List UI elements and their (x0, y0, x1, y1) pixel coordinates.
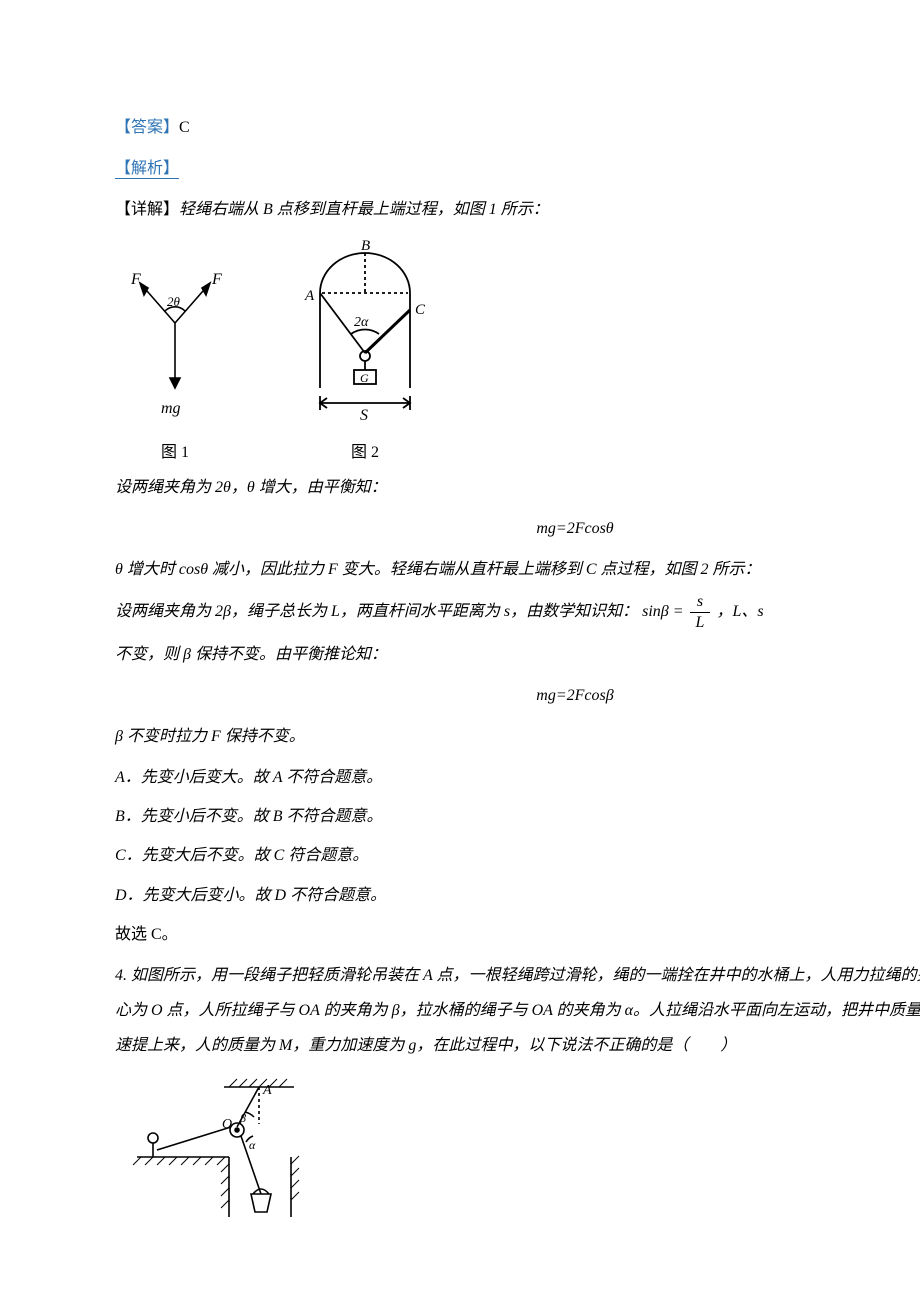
fig2-B: B (361, 238, 370, 254)
fig2-A: A (304, 288, 315, 304)
answer-label: 【答案】 (115, 119, 179, 136)
figure-2-block: B A C 2α G S 图 2 (275, 238, 455, 464)
option-D: D．先变大后变小。故 D 不符合题意。 (115, 878, 920, 913)
fig2-C: C (415, 302, 426, 318)
para-sinbeta-b: ，L、s (716, 603, 763, 620)
q4-alpha: α (249, 1138, 256, 1152)
figure-1-svg: F F 2θ mg (115, 268, 235, 438)
equation-1: mg=2Fcosθ (115, 511, 920, 546)
option-A: A．先变小后变大。故 A 不符合题意。 (115, 760, 920, 795)
fig1-F-left: F (130, 271, 141, 288)
choose-line: 故选 C。 (115, 917, 920, 952)
q4-svg: A O β α (129, 1072, 319, 1222)
fig2-G: G (360, 371, 369, 385)
figure-2-caption: 图 2 (275, 442, 455, 464)
sinbeta-lhs: sinβ = (642, 603, 683, 620)
analysis-line: 【解析】 (115, 151, 920, 186)
para-after-eq1: θ 增大时 cosθ 减小，因此拉力 F 变大。轻绳右端从直杆最上端移到 C 点… (115, 552, 920, 587)
para-sinbeta-c: 不变，则 β 保持不变。由平衡推论知： (115, 637, 920, 672)
q4-figure: A O β α (129, 1072, 920, 1222)
q4-text: 4. 如图所示，用一段绳子把轻质滑轮吊装在 A 点，一根轻绳跨过滑轮，绳的一端拴… (115, 958, 920, 1064)
q4-number: 4. (115, 967, 127, 984)
answer-line: 【答案】C (115, 110, 920, 145)
q4-body: 如图所示，用一段绳子把轻质滑轮吊装在 A 点，一根轻绳跨过滑轮，绳的一端拴在井中… (115, 967, 920, 1054)
para-sinbeta: 设两绳夹角为 2β，绳子总长为 L，两直杆间水平距离为 s，由数学知识知： si… (115, 594, 920, 631)
q4-O: O (222, 1117, 232, 1132)
sinbeta-num: s (690, 594, 711, 613)
detail-text: 轻绳右端从 B 点移到直杆最上端过程，如图 1 所示： (179, 201, 549, 218)
line-after-figures: 设两绳夹角为 2θ，θ 增大，由平衡知： (115, 470, 920, 505)
figure-2-svg: B A C 2α G S (275, 238, 455, 438)
analysis-label: 【解析】 (115, 160, 179, 179)
equation-2: mg=2Fcosβ (115, 678, 920, 713)
fig1-angle: 2θ (167, 294, 181, 309)
figure-1-block: F F 2θ mg 图 1 (115, 268, 235, 464)
beta-const-line: β 不变时拉力 F 保持不变。 (115, 719, 920, 754)
q4-beta: β (239, 1111, 246, 1125)
fig1-F-right: F (211, 271, 222, 288)
detail-line: 【详解】轻绳右端从 B 点移到直杆最上端过程，如图 1 所示： (115, 192, 920, 227)
q4-A: A (262, 1083, 272, 1098)
option-C: C．先变大后不变。故 C 符合题意。 (115, 838, 920, 873)
figure-row: F F 2θ mg 图 1 (115, 238, 920, 464)
para-sinbeta-a: 设两绳夹角为 2β，绳子总长为 L，两直杆间水平距离为 s，由数学知识知： (115, 603, 638, 620)
fig2-S: S (360, 407, 368, 424)
detail-prefix: 【详解】 (115, 201, 179, 218)
fig2-angle: 2α (354, 315, 369, 330)
sinbeta-frac: s L (690, 594, 711, 631)
fig1-mg: mg (161, 400, 181, 417)
answer-value: C (179, 119, 190, 136)
figure-1-caption: 图 1 (115, 442, 235, 464)
option-B: B．先变小后不变。故 B 不符合题意。 (115, 799, 920, 834)
sinbeta-den: L (690, 613, 711, 631)
